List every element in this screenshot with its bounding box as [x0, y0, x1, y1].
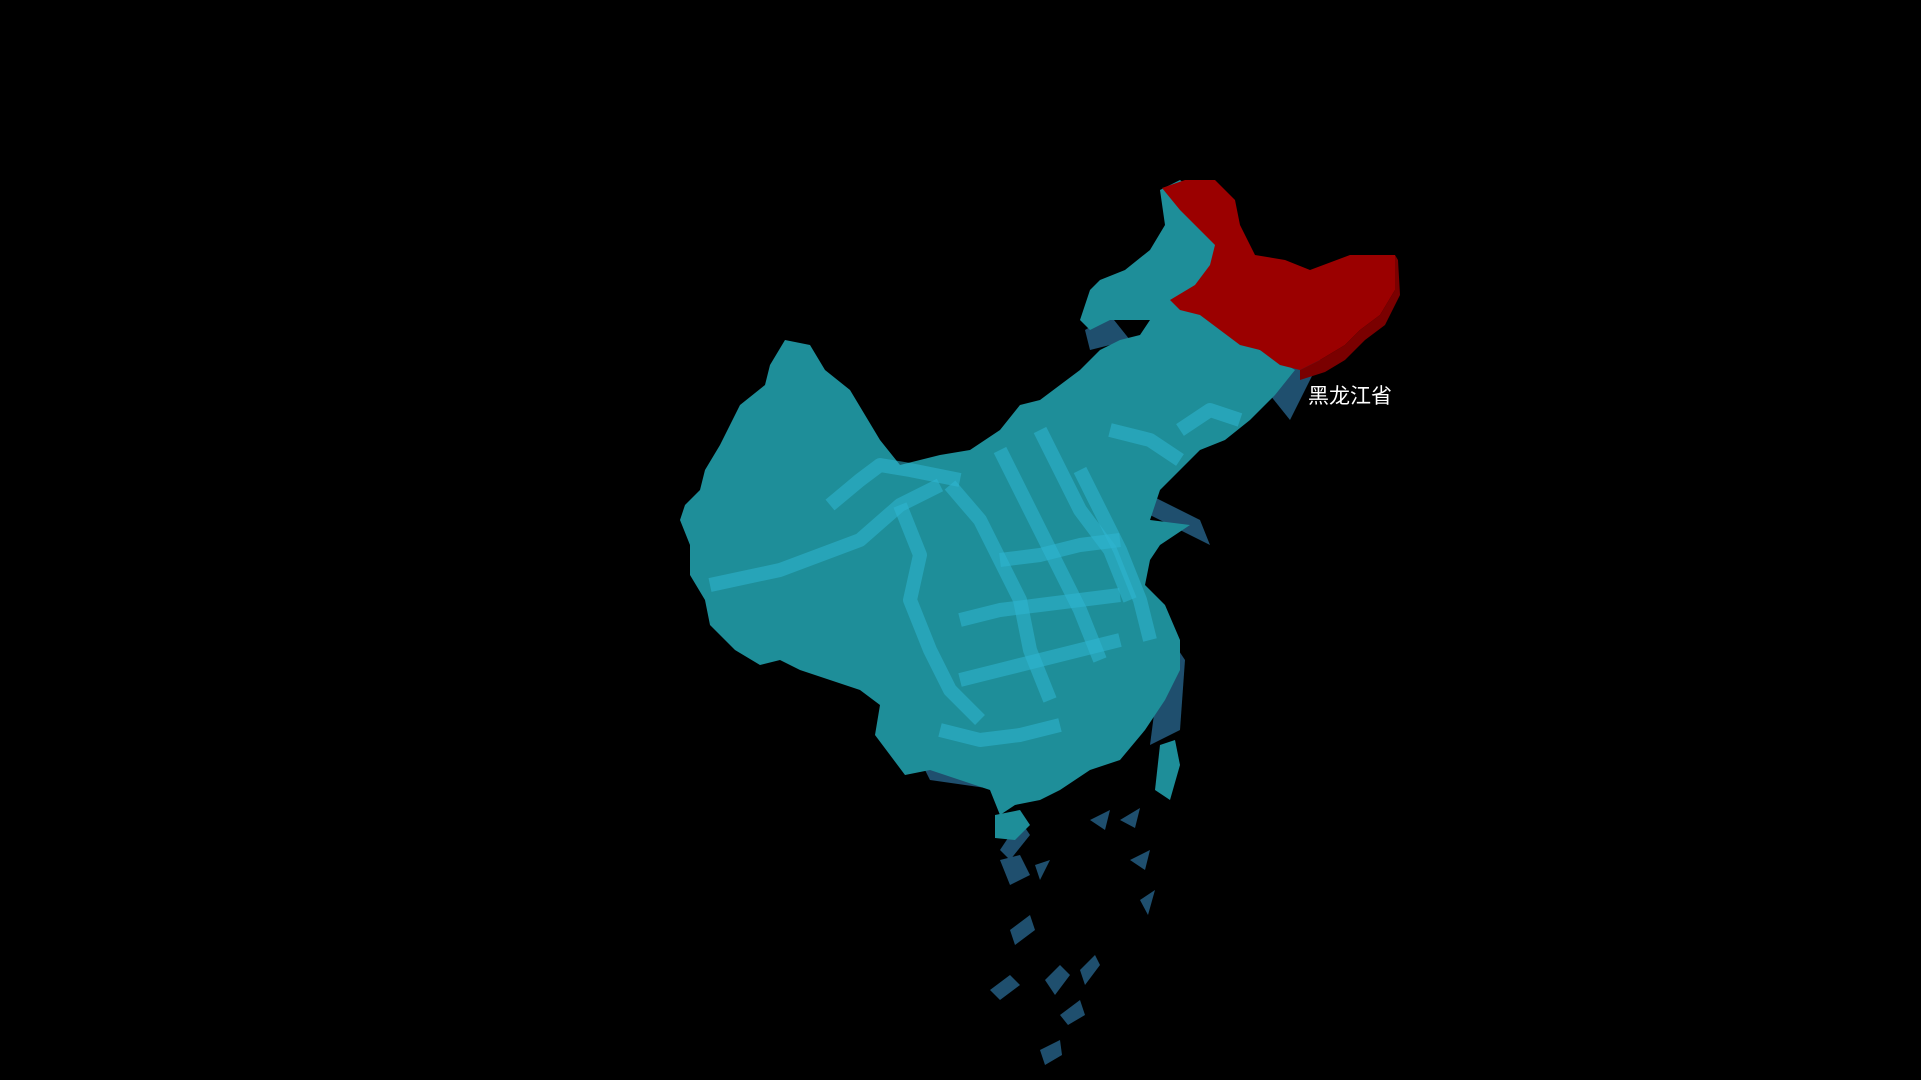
- hainan-island[interactable]: [995, 810, 1030, 840]
- province-boundaries: [708, 403, 1243, 747]
- heilongjiang-extrusion: [1300, 255, 1400, 380]
- heilongjiang-region[interactable]: [1162, 180, 1395, 370]
- south-china-sea-islands: [990, 808, 1155, 1065]
- taiwan-island[interactable]: [1155, 740, 1180, 800]
- china-mainland[interactable]: [680, 180, 1295, 815]
